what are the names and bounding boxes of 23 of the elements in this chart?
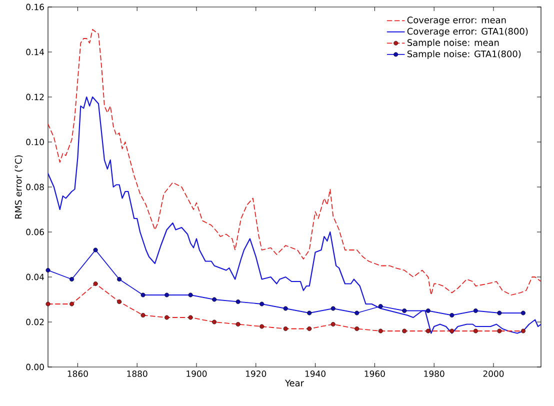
legend-label: Coverage error: mean [407,16,506,26]
x-tick-label: 1880 [127,370,148,377]
legend-label: Sample noise: mean [407,39,499,48]
y-tick-label: 0.14 [26,48,44,56]
y-tick-label: 0.06 [26,228,44,236]
x-axis-title: Year [284,380,304,386]
x-tick-label: 1920 [246,370,266,377]
legend-label: Coverage error: GTA1(800) [407,28,528,36]
y-tick-label: 0.00 [26,364,44,370]
y-tick-label: 0.04 [26,274,44,280]
x-tick-label: 1980 [424,370,444,377]
x-tick-label: 1940 [305,370,326,377]
y-tick-label: 0.10 [26,138,44,146]
legend-label: Sample noise: GTA1(800) [407,50,521,59]
x-tick-label: 1900 [186,370,207,377]
y-tick-label: 0.12 [26,94,44,100]
x-tick-label: 1960 [364,370,385,377]
x-tick-label: 2000 [483,370,504,377]
x-tick-label: 1860 [68,370,88,377]
y-axis-title: RMS error (°C) [14,155,23,219]
y-tick-label: 0.08 [26,184,44,190]
y-tick-label: 0.16 [26,4,44,10]
y-tick-label: 0.02 [26,318,44,326]
